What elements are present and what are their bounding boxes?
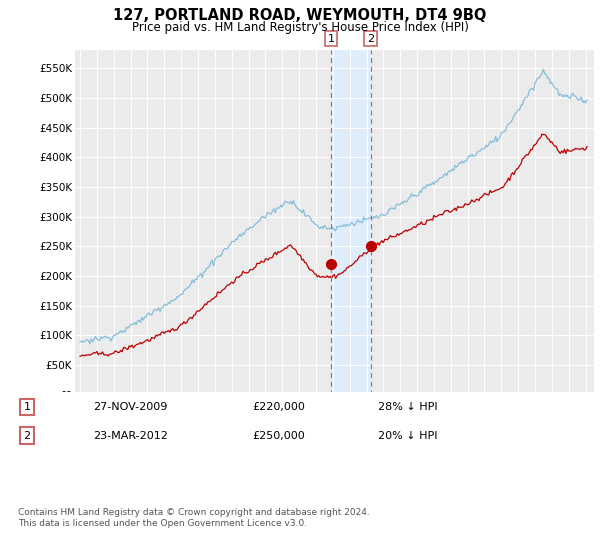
Bar [331, 50, 371, 395]
Text: 23-MAR-2012: 23-MAR-2012 [93, 431, 168, 441]
Text: £220,000: £220,000 [252, 402, 305, 412]
Text: 20% ↓ HPI: 20% ↓ HPI [378, 431, 437, 441]
Text: 1: 1 [23, 402, 31, 412]
Text: Contains HM Land Registry data © Crown copyright and database right 2024.
This d: Contains HM Land Registry data © Crown c… [18, 508, 370, 528]
Text: 1: 1 [328, 34, 335, 44]
Text: 2: 2 [23, 431, 31, 441]
Text: 127, PORTLAND ROAD, WEYMOUTH, DT4 9BQ: 127, PORTLAND ROAD, WEYMOUTH, DT4 9BQ [113, 8, 487, 24]
Text: HPI: Average price, detached house, Dorset: HPI: Average price, detached house, Dors… [114, 428, 353, 438]
Text: 27-NOV-2009: 27-NOV-2009 [93, 402, 167, 412]
Text: £250,000: £250,000 [252, 431, 305, 441]
Text: 127, PORTLAND ROAD, WEYMOUTH, DT4 9BQ (detached house): 127, PORTLAND ROAD, WEYMOUTH, DT4 9BQ (d… [114, 407, 463, 417]
Text: 2: 2 [367, 34, 374, 44]
Text: 28% ↓ HPI: 28% ↓ HPI [378, 402, 437, 412]
Text: Price paid vs. HM Land Registry's House Price Index (HPI): Price paid vs. HM Land Registry's House … [131, 21, 469, 34]
